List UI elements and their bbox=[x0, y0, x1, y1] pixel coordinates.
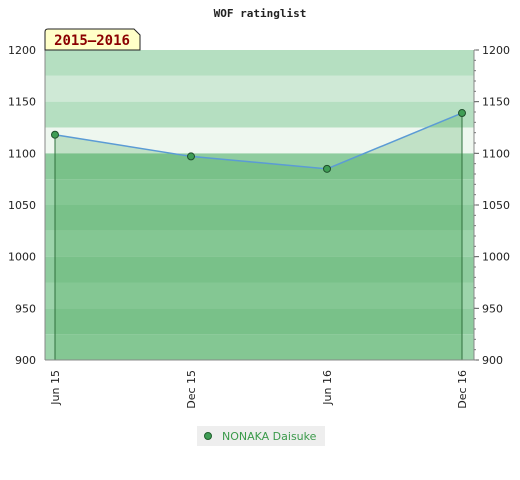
plot-band bbox=[45, 153, 474, 180]
legend-label: NONAKA Daisuke bbox=[222, 430, 317, 443]
legend[interactable]: NONAKA Daisuke bbox=[197, 426, 325, 446]
x-axis: Jun 15 Dec 15 Jun 16 Dec 16 bbox=[45, 359, 474, 409]
period-badge-label: 2015–2016 bbox=[54, 33, 130, 49]
y-tick-label-right: 1100 bbox=[482, 147, 510, 160]
plot-band bbox=[45, 230, 474, 257]
plot-band bbox=[45, 179, 474, 205]
x-tick-label: Dec 16 bbox=[456, 370, 469, 409]
plot-band bbox=[45, 282, 474, 309]
y-tick-label-left: 1000 bbox=[8, 251, 36, 264]
y-tick-label-left: 1050 bbox=[8, 199, 36, 212]
plot-band bbox=[45, 75, 474, 102]
y-tick-label-left: 900 bbox=[15, 354, 36, 367]
y-tick-label-right: 950 bbox=[482, 302, 503, 315]
y-axis-left: 900 950 1000 1050 1100 1150 1200 bbox=[8, 44, 46, 367]
plot-band bbox=[45, 101, 474, 128]
x-tick-label: Jun 16 bbox=[321, 370, 334, 406]
plot-band bbox=[45, 205, 474, 231]
chart-title: WOF ratinglist bbox=[214, 7, 307, 20]
plot-band-highlight bbox=[45, 127, 474, 154]
y-tick-label-right: 1150 bbox=[482, 96, 510, 109]
data-point bbox=[323, 164, 331, 173]
plot-band bbox=[45, 256, 474, 283]
y-tick-label-left: 1200 bbox=[8, 44, 36, 57]
series-drop-lines bbox=[54, 113, 463, 360]
data-point bbox=[458, 109, 466, 118]
y-tick-label-left: 1150 bbox=[8, 96, 36, 109]
series-points bbox=[51, 109, 466, 173]
x-tick-label: Dec 15 bbox=[185, 370, 198, 409]
legend-marker bbox=[204, 432, 212, 440]
data-point bbox=[51, 130, 59, 139]
x-tick-label: Jun 15 bbox=[49, 370, 62, 406]
period-badge-box bbox=[44, 28, 141, 51]
series-line bbox=[54, 112, 463, 170]
period-badge: 2015–2016 bbox=[44, 28, 141, 51]
plot-band bbox=[45, 50, 474, 76]
y-tick-label-right: 900 bbox=[482, 354, 503, 367]
series-area-fill bbox=[55, 113, 462, 361]
y-tick-label-left: 1100 bbox=[8, 147, 36, 160]
y-axis-right: 900 950 1000 1050 1100 1150 1200 bbox=[473, 44, 510, 367]
y-tick-label-left: 950 bbox=[15, 302, 36, 315]
data-point bbox=[187, 152, 195, 161]
plot-band bbox=[45, 334, 474, 360]
plot-band bbox=[45, 308, 474, 335]
y-tick-label-right: 1050 bbox=[482, 199, 510, 212]
legend-box bbox=[197, 426, 325, 446]
y-tick-label-right: 1200 bbox=[482, 44, 510, 57]
y-tick-label-right: 1000 bbox=[482, 251, 510, 264]
plot-background-bands bbox=[45, 50, 474, 360]
